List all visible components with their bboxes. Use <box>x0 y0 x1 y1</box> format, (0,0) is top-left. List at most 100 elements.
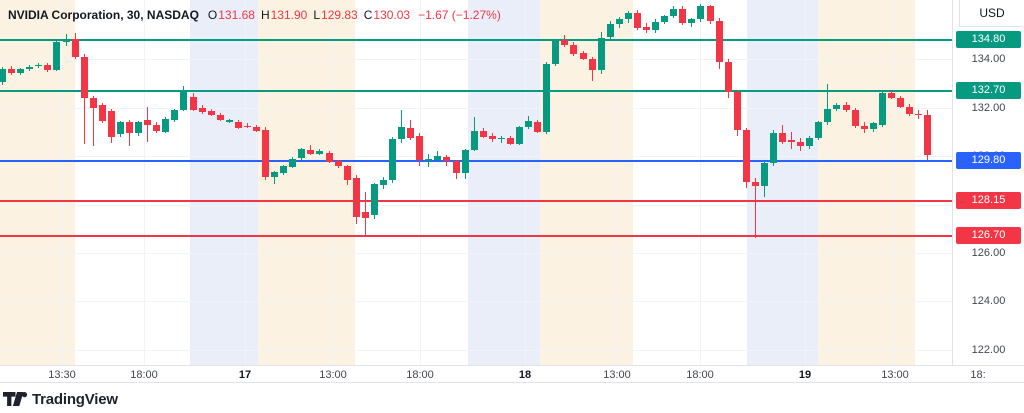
candle <box>806 137 814 147</box>
vertical-gridline <box>700 0 701 365</box>
candle <box>26 66 34 69</box>
candle <box>715 20 723 62</box>
session-band-pre <box>818 0 915 365</box>
price-tick-label: 126.00 <box>971 246 1006 259</box>
candle <box>516 127 523 144</box>
candle <box>906 106 913 114</box>
open-value: 131.68 <box>218 8 255 22</box>
candle-wick <box>791 131 793 149</box>
price-level-line[interactable] <box>0 199 952 202</box>
chart-pane[interactable]: NVIDIA Corporation, 30, NASDAQ O131.68 H13… <box>0 0 952 365</box>
candle <box>316 151 324 154</box>
candle <box>44 65 52 71</box>
candle <box>488 135 496 140</box>
candle-wick <box>274 170 276 184</box>
candle <box>652 21 659 31</box>
candle <box>697 6 705 20</box>
session-band-pre <box>258 0 355 365</box>
candle <box>506 137 514 144</box>
candle <box>724 61 732 92</box>
candle <box>588 59 596 71</box>
candle <box>470 130 478 151</box>
candle <box>860 125 868 130</box>
candle <box>135 122 143 134</box>
candle <box>606 24 614 38</box>
high-label: H <box>260 8 270 22</box>
candle <box>225 119 233 122</box>
vertical-gridline <box>144 0 145 365</box>
candle-wick <box>401 110 403 143</box>
candle <box>679 8 687 23</box>
candle <box>361 211 369 218</box>
price-tick-label: 132.00 <box>971 101 1006 114</box>
horizontal-gridline <box>0 156 952 158</box>
candle <box>915 113 923 116</box>
low-label: L <box>313 8 321 22</box>
candle <box>869 123 877 130</box>
tradingview-brand[interactable]: TradingView <box>32 391 118 408</box>
time-tick-label: 13:00 <box>881 369 909 381</box>
vertical-gridline <box>805 0 806 365</box>
price-level-line[interactable] <box>0 38 952 41</box>
candle <box>924 115 932 156</box>
candle <box>615 19 623 25</box>
time-tick-label: 13:00 <box>319 369 347 381</box>
candle-wick <box>129 119 130 147</box>
price-axis[interactable]: USD 134.00132.00130.00128.00126.00124.00… <box>952 0 1024 382</box>
candle <box>788 140 796 142</box>
candle <box>670 8 678 16</box>
candle <box>325 152 333 163</box>
candle <box>579 53 587 60</box>
time-tick-label: 13:30 <box>48 369 76 381</box>
candle <box>107 111 115 137</box>
price-level-line[interactable] <box>0 159 952 162</box>
candle <box>280 165 288 174</box>
price-level-badge: 134.80 <box>956 31 1021 49</box>
candle-wick <box>754 177 756 239</box>
candle <box>661 15 669 22</box>
session-band-post <box>747 0 818 365</box>
candle <box>833 105 841 109</box>
candle <box>8 69 16 73</box>
horizontal-gridline <box>0 204 952 206</box>
candle <box>760 163 768 187</box>
tradingview-logo-icon[interactable] <box>3 392 29 407</box>
vertical-gridline <box>895 0 896 365</box>
currency-button[interactable]: USD <box>959 0 1024 27</box>
candle <box>35 65 43 67</box>
candle-wick <box>246 123 248 129</box>
candle <box>824 108 832 123</box>
candle <box>706 6 714 21</box>
time-tick-label: 17 <box>238 369 252 381</box>
candle <box>243 125 251 127</box>
time-tick-label: 18: <box>970 369 986 381</box>
candle <box>307 150 315 154</box>
candle <box>815 122 823 138</box>
candle <box>343 165 351 181</box>
time-tick-label: 18 <box>518 369 532 381</box>
candle <box>162 118 170 132</box>
candle <box>479 130 487 137</box>
candle <box>525 121 533 127</box>
symbol-title[interactable]: NVIDIA Corporation, 30, NASDAQ <box>8 8 199 22</box>
candle <box>398 127 406 140</box>
footer: TradingView <box>0 382 1024 413</box>
price-level-line[interactable] <box>0 234 952 237</box>
high-value: 131.90 <box>270 8 308 22</box>
candle <box>298 148 306 159</box>
price-level-line[interactable] <box>0 89 952 92</box>
candle <box>461 150 469 173</box>
candle <box>534 122 542 132</box>
candle <box>633 13 641 28</box>
time-tick-label: 18:00 <box>686 369 714 381</box>
candle <box>407 128 415 138</box>
candle <box>643 26 650 31</box>
candle <box>334 160 342 166</box>
vertical-gridline <box>525 0 526 365</box>
candle <box>144 119 152 125</box>
low-value: 129.83 <box>321 8 358 22</box>
time-axis[interactable]: 13:30 18:00 17 13:00 18:00 18 13:00 18:00 19 13:0… <box>0 365 1024 382</box>
session-band-pre <box>0 0 75 365</box>
price-tick-label: 124.00 <box>971 295 1006 308</box>
time-tick-label: 13:00 <box>603 369 631 381</box>
